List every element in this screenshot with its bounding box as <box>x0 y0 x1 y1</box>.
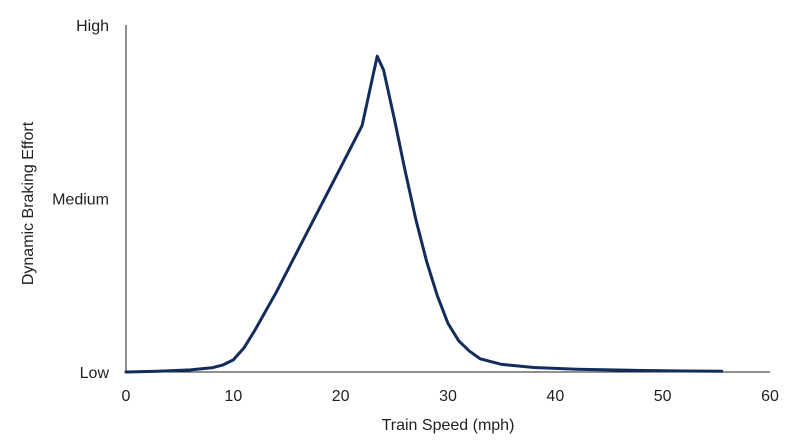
x-tick-label: 60 <box>761 388 779 405</box>
y-axis-title: Dynamic Braking Effort <box>20 121 37 285</box>
y-tick-labels: Low Medium High <box>52 18 109 382</box>
x-tick-label: 10 <box>224 388 242 405</box>
y-tick-label: High <box>76 18 109 35</box>
y-tick-label: Low <box>80 365 110 382</box>
series-line <box>124 54 724 374</box>
x-tick-label: 30 <box>439 388 457 405</box>
x-tick-label: 50 <box>654 388 672 405</box>
x-tick-label: 20 <box>332 388 350 405</box>
y-tick-label: Medium <box>52 192 109 209</box>
x-tick-label: 40 <box>546 388 564 405</box>
x-axis-title: Train Speed (mph) <box>382 417 515 434</box>
x-tick-labels: 0 10 20 30 40 50 60 <box>122 388 779 405</box>
x-tick-label: 0 <box>122 388 131 405</box>
